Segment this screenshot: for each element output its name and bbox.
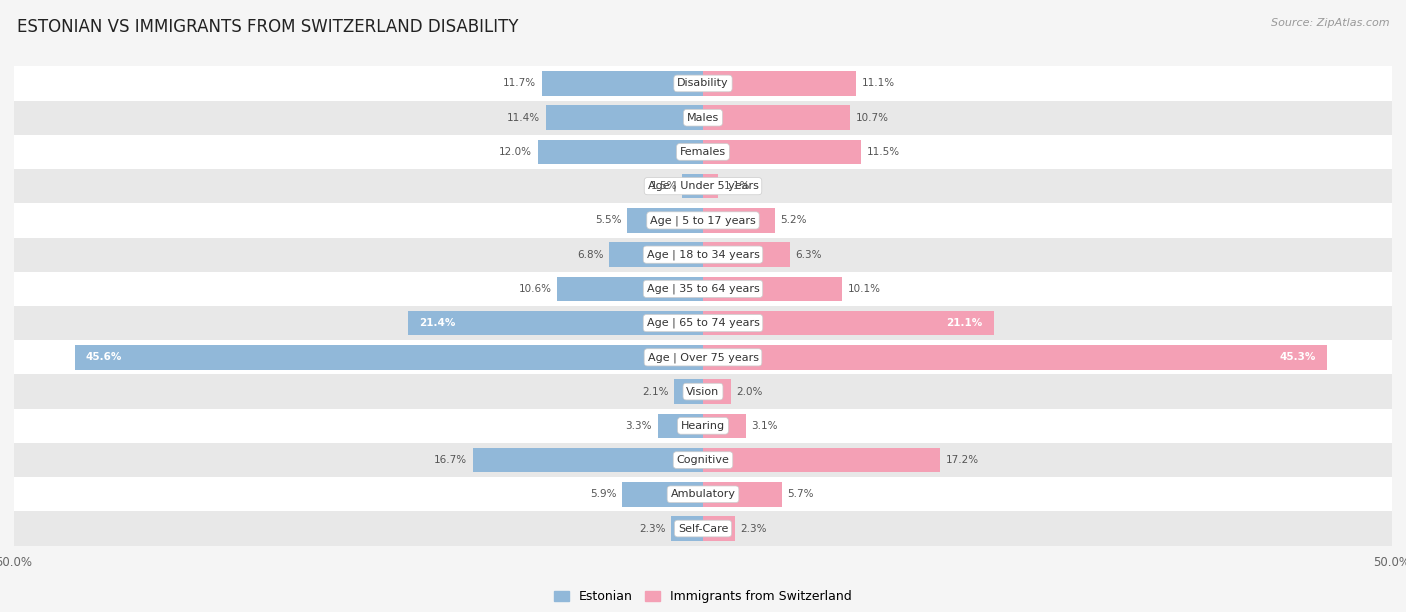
Text: Vision: Vision (686, 387, 720, 397)
Bar (14, 340, 1392, 375)
Text: 3.1%: 3.1% (751, 421, 778, 431)
Text: 5.7%: 5.7% (787, 490, 814, 499)
Bar (14, 409, 1392, 443)
Text: 5.9%: 5.9% (589, 490, 616, 499)
Text: Cognitive: Cognitive (676, 455, 730, 465)
Text: 10.7%: 10.7% (856, 113, 889, 122)
Text: 2.3%: 2.3% (640, 523, 666, 534)
Text: Age | Over 75 years: Age | Over 75 years (648, 352, 758, 362)
Bar (75, 345, 703, 370)
Text: 5.2%: 5.2% (780, 215, 807, 225)
Bar (14, 443, 1392, 477)
Bar (14, 272, 1392, 306)
Text: Disability: Disability (678, 78, 728, 89)
Bar (14, 169, 1392, 203)
Bar (703, 345, 1327, 370)
Text: 6.3%: 6.3% (796, 250, 823, 259)
Text: Age | 65 to 74 years: Age | 65 to 74 years (647, 318, 759, 329)
Bar (537, 140, 703, 164)
Bar (472, 448, 703, 472)
Bar (703, 105, 851, 130)
Text: 11.4%: 11.4% (508, 113, 540, 122)
Text: Hearing: Hearing (681, 421, 725, 431)
Text: 45.6%: 45.6% (86, 353, 122, 362)
Text: Age | Under 5 years: Age | Under 5 years (648, 181, 758, 192)
Bar (14, 306, 1392, 340)
Bar (703, 516, 735, 541)
Text: Females: Females (681, 147, 725, 157)
Bar (703, 379, 731, 404)
Text: Age | 35 to 64 years: Age | 35 to 64 years (647, 283, 759, 294)
Text: Age | 18 to 34 years: Age | 18 to 34 years (647, 250, 759, 260)
Text: 21.4%: 21.4% (419, 318, 456, 328)
Bar (14, 203, 1392, 237)
Text: 1.1%: 1.1% (724, 181, 751, 191)
Bar (682, 174, 703, 198)
Text: 45.3%: 45.3% (1279, 353, 1316, 362)
Bar (703, 71, 856, 96)
Bar (627, 208, 703, 233)
Text: Ambulatory: Ambulatory (671, 490, 735, 499)
Text: 2.3%: 2.3% (740, 523, 766, 534)
Bar (14, 100, 1392, 135)
Text: 6.8%: 6.8% (578, 250, 603, 259)
Bar (703, 482, 782, 507)
Bar (671, 516, 703, 541)
Text: 10.1%: 10.1% (848, 284, 880, 294)
Text: 11.5%: 11.5% (868, 147, 900, 157)
Bar (703, 208, 775, 233)
Bar (14, 512, 1392, 546)
Bar (703, 140, 862, 164)
Text: 17.2%: 17.2% (945, 455, 979, 465)
Bar (703, 448, 941, 472)
Bar (14, 477, 1392, 512)
Bar (14, 135, 1392, 169)
Text: Self-Care: Self-Care (678, 523, 728, 534)
Text: Age | 5 to 17 years: Age | 5 to 17 years (650, 215, 756, 226)
Bar (14, 375, 1392, 409)
Text: 3.3%: 3.3% (626, 421, 652, 431)
Bar (609, 242, 703, 267)
Text: 11.7%: 11.7% (503, 78, 536, 89)
Bar (703, 414, 745, 438)
Bar (703, 242, 790, 267)
Text: ESTONIAN VS IMMIGRANTS FROM SWITZERLAND DISABILITY: ESTONIAN VS IMMIGRANTS FROM SWITZERLAND … (17, 18, 519, 36)
Bar (703, 277, 842, 301)
Bar (408, 311, 703, 335)
Bar (703, 174, 718, 198)
Text: 1.5%: 1.5% (651, 181, 676, 191)
Text: 2.0%: 2.0% (737, 387, 762, 397)
Text: 16.7%: 16.7% (434, 455, 467, 465)
Text: 2.1%: 2.1% (643, 387, 669, 397)
Bar (673, 379, 703, 404)
Text: 5.5%: 5.5% (595, 215, 621, 225)
Bar (14, 66, 1392, 100)
Bar (557, 277, 703, 301)
Bar (658, 414, 703, 438)
Bar (541, 71, 703, 96)
Bar (703, 311, 994, 335)
Text: 21.1%: 21.1% (946, 318, 983, 328)
Text: 11.1%: 11.1% (862, 78, 894, 89)
Text: 10.6%: 10.6% (519, 284, 551, 294)
Text: 12.0%: 12.0% (499, 147, 531, 157)
Legend: Estonian, Immigrants from Switzerland: Estonian, Immigrants from Switzerland (548, 585, 858, 608)
Text: Source: ZipAtlas.com: Source: ZipAtlas.com (1271, 18, 1389, 28)
Text: Males: Males (688, 113, 718, 122)
Bar (14, 237, 1392, 272)
Bar (546, 105, 703, 130)
Bar (621, 482, 703, 507)
